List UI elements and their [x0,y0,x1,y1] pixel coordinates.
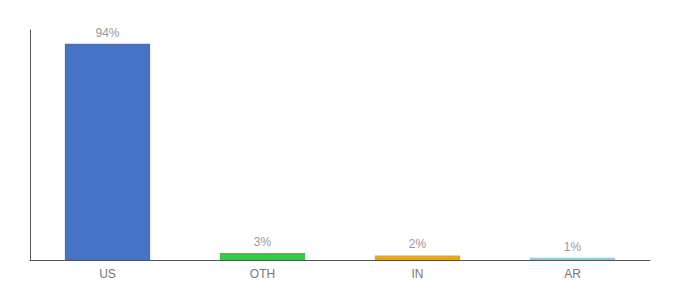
svg-text:IN: IN [412,267,424,281]
svg-text:AR: AR [564,267,581,281]
svg-text:US: US [99,267,116,281]
svg-text:2%: 2% [409,237,427,251]
svg-text:3%: 3% [254,235,272,249]
svg-text:1%: 1% [564,240,582,254]
svg-text:OTH: OTH [250,267,275,281]
svg-text:94%: 94% [95,26,119,40]
